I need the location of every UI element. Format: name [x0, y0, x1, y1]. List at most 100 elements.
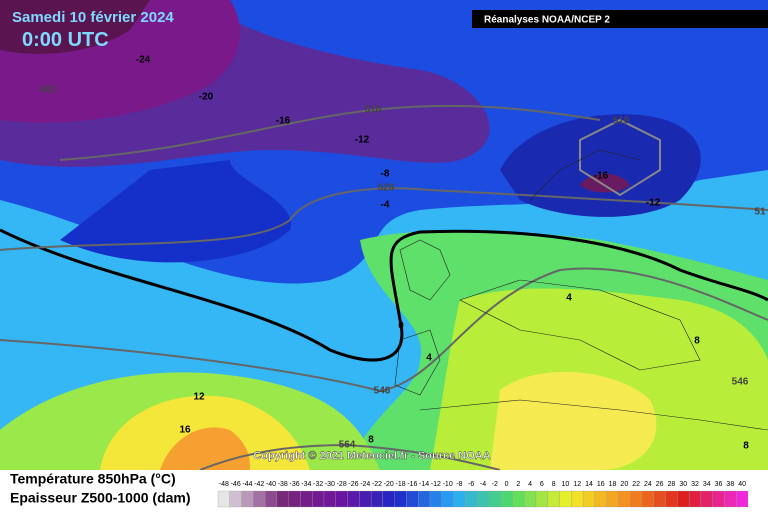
scale-label: -14	[419, 481, 429, 488]
scale-swatch	[253, 490, 266, 508]
scale-label: -46	[231, 481, 241, 488]
scale-swatch	[630, 490, 643, 508]
scale-swatch	[288, 490, 301, 508]
isotherm-label: -4	[381, 200, 390, 211]
scale-swatch	[264, 490, 278, 508]
scale-swatch	[323, 490, 336, 508]
thickness-label: 564	[339, 440, 356, 451]
scale-swatch	[724, 490, 737, 508]
thickness-label: 528	[378, 183, 395, 194]
scale-label: -22	[372, 481, 382, 488]
scale-swatch	[359, 490, 372, 508]
thickness-label: 492	[40, 85, 57, 96]
thickness-510-low	[579, 118, 661, 197]
scale-label: 20	[620, 481, 628, 488]
thickness-564	[199, 443, 501, 471]
scale-swatch	[335, 490, 348, 508]
scale-swatch	[571, 490, 584, 508]
coast-europe	[459, 279, 701, 371]
scale-label: -10	[443, 481, 453, 488]
legend-temperature: Température 850hPa (°C)	[10, 471, 176, 487]
isotherm-label: -12	[646, 198, 661, 209]
scale-swatch	[665, 490, 678, 508]
isotherm-label: -12	[355, 135, 370, 146]
scale-label: 18	[609, 481, 617, 488]
scale-label: -26	[348, 481, 358, 488]
zero-isotherm	[0, 228, 768, 362]
scale-label: -42	[254, 481, 264, 488]
scale-label: 32	[691, 481, 699, 488]
scale-swatch	[312, 490, 325, 508]
coast-africa	[419, 399, 768, 431]
scale-label: 2	[516, 481, 520, 488]
scale-swatch	[547, 490, 560, 508]
thickness-label: 546	[732, 377, 749, 388]
scale-swatch	[382, 490, 395, 508]
scale-swatch	[453, 490, 466, 508]
source-box	[472, 10, 768, 28]
scale-label: -20	[384, 481, 394, 488]
scale-swatch	[347, 490, 360, 508]
scale-label: 24	[644, 481, 652, 488]
scale-swatch	[429, 490, 442, 508]
scale-label: -8	[456, 481, 462, 488]
scale-swatch	[524, 490, 537, 508]
scale-label: 38	[726, 481, 734, 488]
thickness-label: 510	[613, 116, 630, 127]
field-dark	[0, 0, 150, 54]
isotherm-label: 4	[426, 353, 432, 364]
thickness-528	[0, 187, 768, 251]
scale-swatch	[582, 490, 596, 508]
scale-label: 28	[668, 481, 676, 488]
isotherm-label: 12	[193, 392, 205, 403]
scale-swatch	[594, 490, 607, 508]
scale-swatch	[653, 490, 666, 508]
isotherm-label: 16	[179, 425, 191, 436]
source: Réanalyses NOAA/NCEP 2	[484, 15, 610, 26]
scale-swatch	[688, 490, 702, 508]
thickness-label: 546	[374, 386, 391, 397]
isotherm-label: 0	[398, 321, 404, 332]
thickness-546	[0, 267, 768, 393]
scale-label: -38	[278, 481, 288, 488]
scale-swatch	[394, 490, 407, 508]
scale-swatch	[736, 490, 749, 508]
scale-swatch	[370, 490, 384, 508]
scale-swatch	[229, 490, 242, 508]
scale-label: -44	[242, 481, 252, 488]
isotherm-label: 8	[694, 336, 700, 347]
scale-swatch	[712, 490, 725, 508]
scale-swatch	[500, 490, 513, 508]
scale-label: 12	[573, 481, 581, 488]
scale-swatch	[406, 490, 419, 508]
scale-swatch	[488, 490, 501, 508]
isotherm-label: -24	[136, 55, 151, 66]
isotherm-label: 4	[566, 293, 572, 304]
scale-label: -24	[360, 481, 370, 488]
time: 0:00 UTC	[22, 29, 109, 51]
thickness-510	[59, 104, 601, 161]
scale-label: 36	[715, 481, 723, 488]
coast-iberia	[394, 329, 441, 396]
scale-swatch	[559, 490, 572, 508]
scale-label: 6	[540, 481, 544, 488]
contours	[0, 104, 768, 471]
scale-label: 4	[528, 481, 532, 488]
isotherm-label: -8	[381, 169, 390, 180]
scale-label: 10	[562, 481, 570, 488]
scale-label: -48	[219, 481, 229, 488]
temperature-field	[0, 0, 768, 470]
scale-label: 26	[656, 481, 664, 488]
scale-swatch	[618, 490, 631, 508]
scale-swatch	[441, 490, 454, 508]
scale-label: 0	[505, 481, 509, 488]
scale-swatch	[300, 490, 313, 508]
isotherm-label: -16	[594, 171, 609, 182]
scale-label: -16	[407, 481, 417, 488]
scale-swatch	[476, 490, 490, 508]
thickness-label: 510	[365, 105, 382, 116]
field-scandinavia	[500, 114, 701, 217]
scale-label: -2	[492, 481, 498, 488]
isotherm-label: 8	[743, 441, 749, 452]
